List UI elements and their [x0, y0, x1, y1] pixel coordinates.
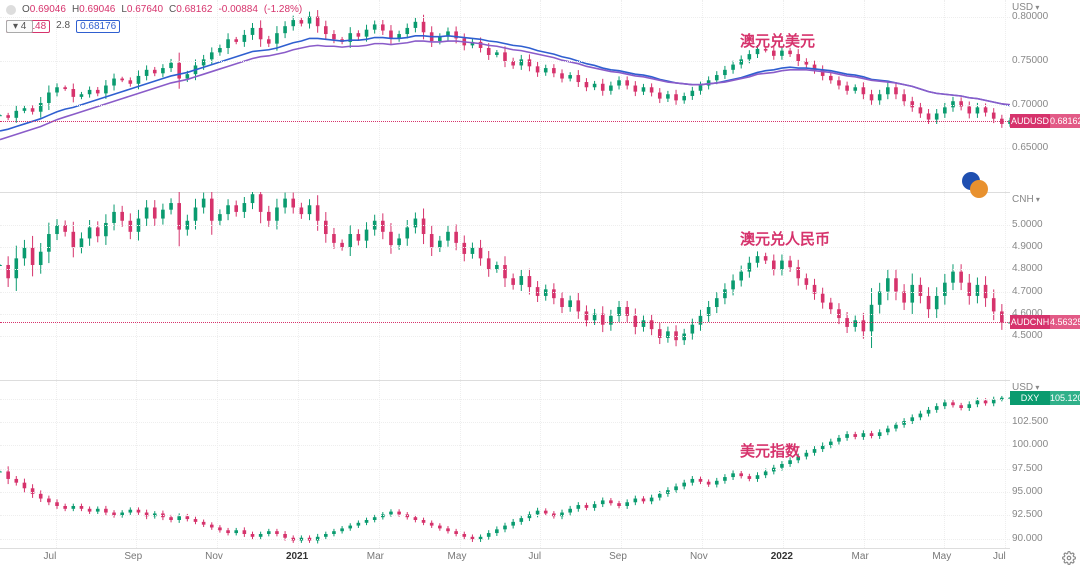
ohlc-o: 0.69046 [30, 4, 66, 15]
ohlc-chg: -0.00884 [218, 4, 257, 15]
panel-audusd[interactable] [0, 0, 1010, 193]
y-tick-label: 92.500 [1012, 510, 1078, 520]
panel-title-audcnh: 澳元兑人民币 [740, 228, 830, 249]
x-tick-label: Jul [993, 551, 1006, 562]
price-tag-audcnh: AUDCNH4.56325 [1010, 315, 1080, 329]
panel-dxy[interactable] [0, 380, 1010, 549]
y-tick-label: 4.9000 [1012, 242, 1078, 252]
x-tick-label: Jul [528, 551, 541, 562]
ohlc-chip [6, 5, 16, 15]
x-tick-label: Nov [690, 551, 708, 562]
x-tick-label: Jul [44, 551, 57, 562]
y-tick-label: 0.65000 [1012, 143, 1078, 153]
y-tick-label: 4.5000 [1012, 331, 1078, 341]
ohlc-c: 0.68162 [176, 4, 212, 15]
chart-area[interactable]: 澳元兑美元澳元兑人民币美元指数 O0.69046 H0.69046 L0.676… [0, 0, 1010, 548]
x-tick-label: 2021 [286, 551, 308, 562]
price-tag-audusd: AUDUSD0.68162 [1010, 114, 1080, 128]
expand-indicators-button[interactable]: ▾ 4 [6, 20, 33, 33]
ohlc-h: 0.69046 [79, 4, 115, 15]
y-tick-label: 102.500 [1012, 417, 1078, 427]
x-tick-label: May [932, 551, 951, 562]
y-tick-label: 95.000 [1012, 487, 1078, 497]
x-tick-label: May [448, 551, 467, 562]
ohlc-chg-pct: (-1.28%) [264, 4, 302, 15]
ohlc-l: 0.67640 [127, 4, 163, 15]
spread: 2.8 [56, 20, 70, 33]
x-tick-label: Sep [124, 551, 142, 562]
y-tick-label: 0.80000 [1012, 12, 1078, 22]
y-tick-label: 5.0000 [1012, 220, 1078, 230]
x-tick-label: Sep [609, 551, 627, 562]
y-tick-label: 100.000 [1012, 440, 1078, 450]
price-tag-dxy: DXY105.120 [1010, 391, 1080, 405]
y-tick-label: 4.7000 [1012, 287, 1078, 297]
panel-title-audusd: 澳元兑美元 [740, 30, 815, 51]
y-tick-label: 0.75000 [1012, 56, 1078, 66]
ask-box: 0.68176 [76, 20, 120, 33]
y-tick-label: 4.8000 [1012, 264, 1078, 274]
panel-audcnh[interactable] [0, 192, 1010, 381]
y-tick-label: 90.000 [1012, 534, 1078, 544]
price-axis[interactable]: USD0.800000.750000.700000.65000AUDUSD0.6… [1010, 0, 1080, 548]
gear-icon[interactable] [1062, 551, 1076, 565]
y-tick-label: 97.500 [1012, 464, 1078, 474]
panel-title-dxy: 美元指数 [740, 440, 800, 461]
y-tick-label: 0.70000 [1012, 100, 1078, 110]
unit-selector-audcnh[interactable]: CNH [1012, 194, 1040, 205]
x-tick-label: 2022 [771, 551, 793, 562]
time-axis[interactable]: Jul Sep Nov 2021 Mar May Jul Sep Nov 2022 Mar May Ju… [0, 548, 1080, 568]
x-tick-label: Mar [852, 551, 869, 562]
chart-frame: 澳元兑美元澳元兑人民币美元指数 O0.69046 H0.69046 L0.676… [0, 0, 1080, 568]
x-tick-label: Mar [367, 551, 384, 562]
x-tick-label: Nov [205, 551, 223, 562]
ohlc-readout: O0.69046 H0.69046 L0.67640 C0.68162 -0.0… [6, 4, 302, 15]
